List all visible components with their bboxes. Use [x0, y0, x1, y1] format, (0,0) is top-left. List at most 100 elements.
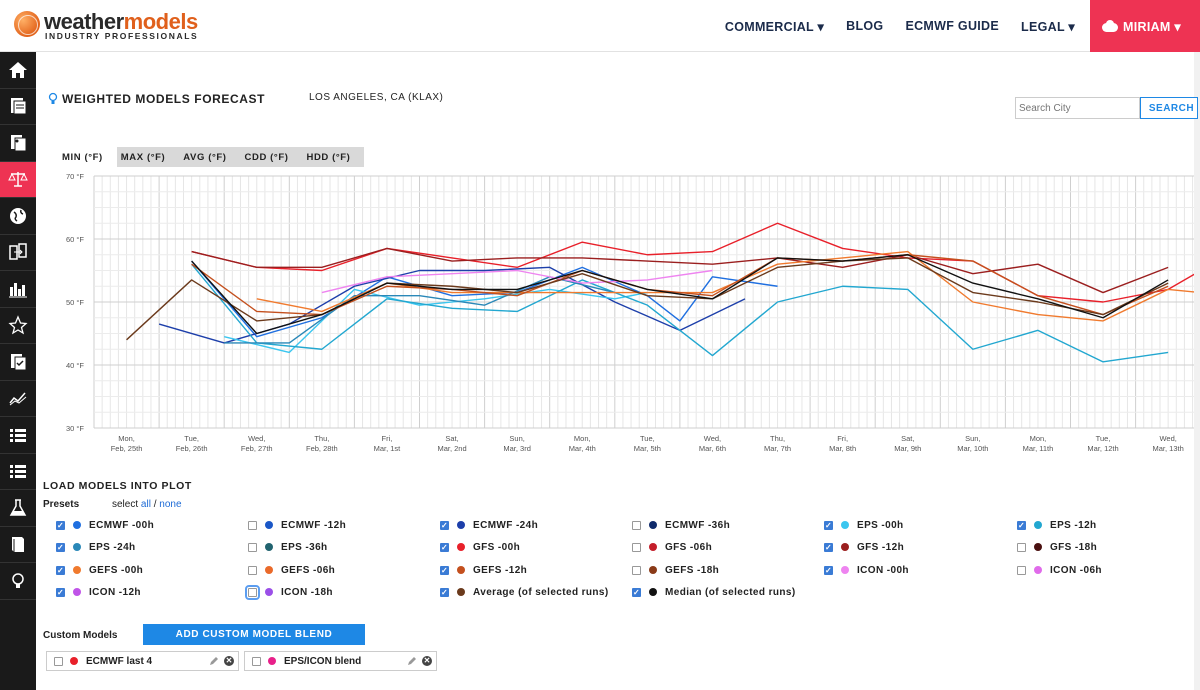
- model-toggle[interactable]: ECMWF -00h: [56, 518, 154, 532]
- model-toggle[interactable]: ECMWF -12h: [248, 518, 346, 532]
- model-toggle[interactable]: GFS -06h: [632, 540, 712, 554]
- model-label: ICON -06h: [1050, 564, 1102, 576]
- model-toggle[interactable]: GFS -00h: [440, 540, 520, 554]
- model-toggle[interactable]: GFS -18h: [1017, 540, 1097, 554]
- search-button[interactable]: SEARCH: [1140, 97, 1198, 119]
- select-all-link[interactable]: all: [140, 499, 151, 510]
- list-icon: [10, 428, 26, 442]
- sidebar-item-home[interactable]: [0, 52, 36, 89]
- model-checkbox[interactable]: [1017, 520, 1026, 530]
- document-icon: [11, 98, 27, 115]
- model-checkbox[interactable]: [248, 520, 257, 530]
- model-checkbox[interactable]: [56, 520, 65, 530]
- model-checkbox[interactable]: [440, 542, 449, 552]
- nav-blog[interactable]: BLOG: [846, 19, 884, 33]
- model-checkbox[interactable]: [1017, 565, 1026, 575]
- model-toggle[interactable]: ECMWF -24h: [440, 518, 538, 532]
- model-toggle[interactable]: EPS -36h: [248, 540, 328, 554]
- user-menu-button[interactable]: MIRIAM ▾: [1090, 0, 1200, 52]
- sidebar-item-document[interactable]: [0, 89, 36, 125]
- select-none-link[interactable]: none: [159, 499, 182, 510]
- sidebar-item-list[interactable]: [0, 417, 36, 454]
- model-checkbox[interactable]: [248, 542, 257, 552]
- model-toggle[interactable]: GEFS -00h: [56, 563, 143, 577]
- model-checkbox[interactable]: [824, 565, 833, 575]
- blend-checkbox[interactable]: [54, 656, 63, 666]
- model-toggle[interactable]: Median (of selected runs): [632, 585, 796, 599]
- page-scrollbar[interactable]: [1194, 52, 1200, 690]
- x-tick-label: Tue,: [1096, 434, 1111, 443]
- x-tick-label: Tue,: [184, 434, 199, 443]
- tab-cdd[interactable]: CDD (°F): [240, 147, 303, 167]
- weathermodels-logo[interactable]: weathermodels INDUSTRY PROFESSIONALS: [14, 9, 204, 43]
- model-checkbox[interactable]: [632, 520, 641, 530]
- pencil-icon[interactable]: [407, 656, 417, 666]
- model-label: Median (of selected runs): [665, 586, 796, 598]
- model-checkbox[interactable]: [440, 565, 449, 575]
- model-color-dot: [457, 588, 465, 596]
- model-toggle[interactable]: EPS -24h: [56, 540, 136, 554]
- model-toggle[interactable]: GEFS -18h: [632, 563, 719, 577]
- user-name: MIRIAM ▾: [1123, 19, 1181, 34]
- flask-icon: [9, 499, 27, 516]
- model-checkbox[interactable]: [56, 587, 65, 597]
- model-toggle[interactable]: ICON -18h: [245, 584, 333, 600]
- model-toggle[interactable]: EPS -00h: [824, 518, 904, 532]
- custom-blend-item[interactable]: EPS/ICON blend ✕: [244, 651, 437, 671]
- sidebar-item-tips[interactable]: [0, 563, 36, 600]
- model-color-dot: [73, 521, 81, 529]
- model-checkbox[interactable]: [245, 584, 260, 600]
- model-toggle[interactable]: GEFS -12h: [440, 563, 527, 577]
- model-color-dot: [73, 566, 81, 574]
- model-toggle[interactable]: ICON -12h: [56, 585, 141, 599]
- model-toggle[interactable]: ECMWF -36h: [632, 518, 730, 532]
- blend-checkbox[interactable]: [252, 656, 261, 666]
- sidebar-item-globe[interactable]: [0, 198, 36, 235]
- model-toggle[interactable]: ICON -06h: [1017, 563, 1102, 577]
- model-checkbox[interactable]: [632, 542, 641, 552]
- sidebar-item-document-copy[interactable]: [0, 344, 36, 381]
- sidebar-item-trend[interactable]: [0, 381, 36, 417]
- y-tick-label: 40 °F: [66, 361, 84, 370]
- tab-avg[interactable]: AVG (°F): [179, 147, 241, 167]
- model-checkbox[interactable]: [1017, 542, 1026, 552]
- model-checkbox[interactable]: [824, 542, 833, 552]
- close-icon[interactable]: ✕: [224, 656, 234, 666]
- model-label: Average (of selected runs): [473, 586, 609, 598]
- model-checkbox[interactable]: [824, 520, 833, 530]
- x-tick-label: Sun,: [965, 434, 980, 443]
- nav-ecmwf-guide[interactable]: ECMWF GUIDE: [905, 19, 1000, 33]
- sidebar-item-book[interactable]: [0, 527, 36, 563]
- sidebar-item-pattern[interactable]: [0, 308, 36, 344]
- sidebar-item-flask[interactable]: [0, 490, 36, 527]
- model-toggle[interactable]: EPS -12h: [1017, 518, 1097, 532]
- model-checkbox[interactable]: [56, 565, 65, 575]
- sidebar-item-list-alt[interactable]: [0, 454, 36, 490]
- custom-blend-item[interactable]: ECMWF last 4 ✕: [46, 651, 239, 671]
- sidebar-item-weighted[interactable]: [0, 161, 36, 198]
- model-toggle[interactable]: Average (of selected runs): [440, 585, 609, 599]
- nav-commercial[interactable]: COMMERCIAL ▾: [724, 19, 825, 34]
- sidebar-item-documents[interactable]: [0, 125, 36, 162]
- nav-legal[interactable]: LEGAL ▾: [1021, 19, 1075, 34]
- model-toggle[interactable]: GFS -12h: [824, 540, 904, 554]
- sidebar-item-bar-chart[interactable]: [0, 271, 36, 308]
- model-checkbox[interactable]: [440, 520, 449, 530]
- add-custom-blend-button[interactable]: ADD CUSTOM MODEL BLEND: [143, 624, 365, 645]
- model-toggle[interactable]: ICON -00h: [824, 563, 909, 577]
- search-city-input[interactable]: [1015, 97, 1140, 119]
- tab-min[interactable]: MIN (°F): [58, 147, 117, 167]
- model-checkbox[interactable]: [632, 565, 641, 575]
- x-tick-label: Sat,: [445, 434, 458, 443]
- tab-hdd[interactable]: HDD (°F): [302, 147, 365, 167]
- pencil-icon[interactable]: [209, 656, 219, 666]
- tab-max[interactable]: MAX (°F): [116, 147, 180, 167]
- model-checkbox[interactable]: [56, 542, 65, 552]
- model-checkbox[interactable]: [248, 565, 257, 575]
- model-checkbox[interactable]: [632, 587, 641, 597]
- model-checkbox[interactable]: [440, 587, 449, 597]
- sidebar-item-compare[interactable]: [0, 235, 36, 271]
- model-toggle[interactable]: GEFS -06h: [248, 563, 335, 577]
- close-icon[interactable]: ✕: [422, 656, 432, 666]
